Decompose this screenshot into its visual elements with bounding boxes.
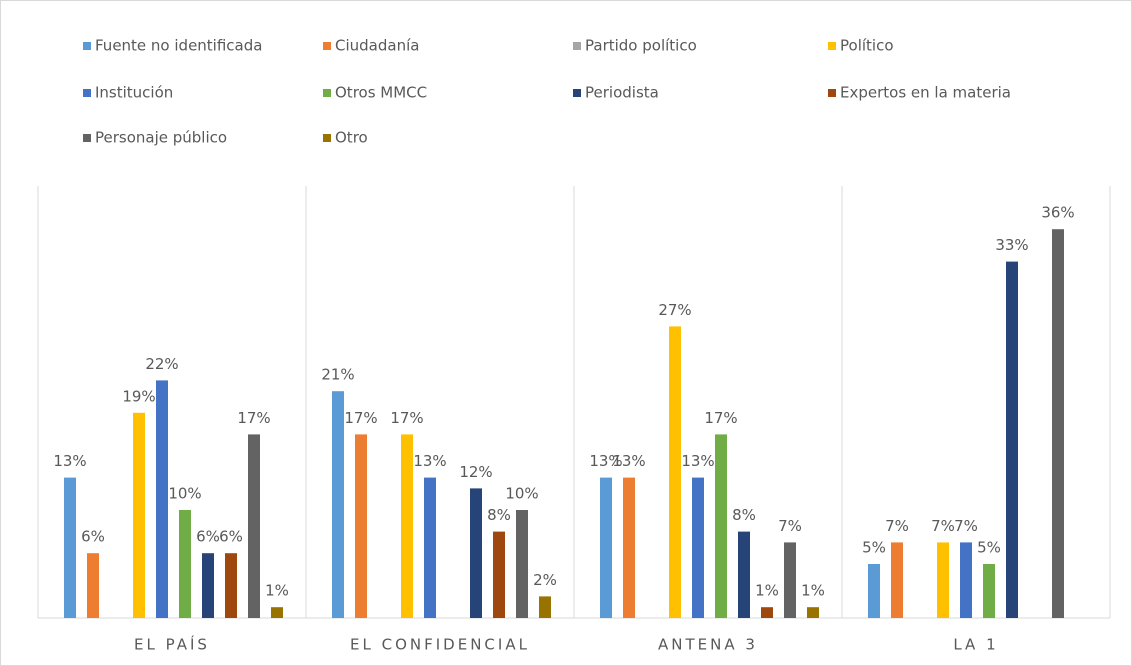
data-label: 1%	[265, 582, 289, 600]
legend-swatch	[828, 42, 836, 50]
bar	[868, 564, 880, 618]
bar	[87, 553, 99, 618]
bar	[600, 477, 612, 618]
legend-swatch	[323, 89, 331, 97]
data-label: 10%	[505, 485, 538, 503]
bar	[355, 434, 367, 618]
legend-label: Otro	[335, 129, 368, 147]
legend-swatch	[83, 89, 91, 97]
legend-swatch	[573, 89, 581, 97]
data-label: 27%	[658, 301, 691, 319]
legend-label: Personaje público	[95, 129, 227, 147]
data-label: 13%	[612, 452, 645, 470]
data-label: 10%	[168, 485, 201, 503]
data-label: 12%	[459, 463, 492, 481]
bar	[738, 531, 750, 618]
data-label: 1%	[801, 582, 825, 600]
legend-swatch	[573, 42, 581, 50]
bar	[539, 596, 551, 618]
bar	[470, 488, 482, 618]
legend-label: Otros MMCC	[335, 84, 427, 102]
bar	[271, 607, 283, 618]
bar	[179, 510, 191, 618]
data-label: 36%	[1041, 204, 1074, 222]
data-label: 5%	[977, 539, 1001, 557]
x-tick-label: EL CONFIDENCIAL	[350, 636, 530, 654]
data-label: 13%	[413, 452, 446, 470]
bar	[960, 542, 972, 618]
bar	[1006, 261, 1018, 618]
data-label: 22%	[145, 355, 178, 373]
data-label: 17%	[237, 409, 270, 427]
x-tick-label: EL PAÍS	[134, 635, 210, 654]
data-label: 13%	[589, 452, 622, 470]
data-label: 6%	[81, 528, 105, 546]
legend-label: Partido político	[585, 37, 697, 55]
data-label: 17%	[704, 409, 737, 427]
data-label: 21%	[321, 366, 354, 384]
x-tick-label: ANTENA 3	[658, 636, 758, 654]
data-label: 6%	[196, 528, 220, 546]
bar	[937, 542, 949, 618]
bar	[1052, 229, 1064, 618]
bar	[133, 412, 145, 618]
data-label: 13%	[681, 452, 714, 470]
bar	[202, 553, 214, 618]
bar	[248, 434, 260, 618]
bar	[424, 477, 436, 618]
data-label: 8%	[732, 506, 756, 524]
bar	[225, 553, 237, 618]
bar	[891, 542, 903, 618]
bar	[669, 326, 681, 618]
data-label: 6%	[219, 528, 243, 546]
legend-swatch	[323, 42, 331, 50]
data-label: 13%	[53, 452, 86, 470]
bar	[784, 542, 796, 618]
bar	[64, 477, 76, 618]
bar	[807, 607, 819, 618]
data-label: 7%	[931, 517, 955, 535]
legend-swatch	[323, 134, 331, 142]
data-label: 2%	[533, 571, 557, 589]
legend-swatch	[83, 134, 91, 142]
legend-label: Fuente no identificada	[95, 37, 262, 55]
legend-label: Ciudadanía	[335, 37, 419, 55]
data-label: 17%	[390, 409, 423, 427]
legend-label: Político	[840, 37, 894, 55]
x-tick-label: LA 1	[953, 636, 998, 654]
data-label: 5%	[862, 539, 886, 557]
bar	[401, 434, 413, 618]
bar	[692, 477, 704, 618]
data-label: 7%	[954, 517, 978, 535]
data-label: 8%	[487, 506, 511, 524]
data-label: 1%	[755, 582, 779, 600]
data-label: 33%	[995, 236, 1028, 254]
bar	[623, 477, 635, 618]
legend-swatch	[83, 42, 91, 50]
bar	[761, 607, 773, 618]
bar	[983, 564, 995, 618]
legend-label: Periodista	[585, 84, 659, 102]
legend-label: Expertos en la materia	[840, 84, 1011, 102]
legend-swatch	[828, 89, 836, 97]
legend-label: Institución	[95, 84, 173, 102]
bar	[516, 510, 528, 618]
bar	[493, 531, 505, 618]
bar	[332, 391, 344, 618]
bar	[156, 380, 168, 618]
data-label: 19%	[122, 387, 155, 405]
bar	[715, 434, 727, 618]
data-label: 17%	[344, 409, 377, 427]
data-label: 7%	[885, 517, 909, 535]
data-label: 7%	[778, 517, 802, 535]
